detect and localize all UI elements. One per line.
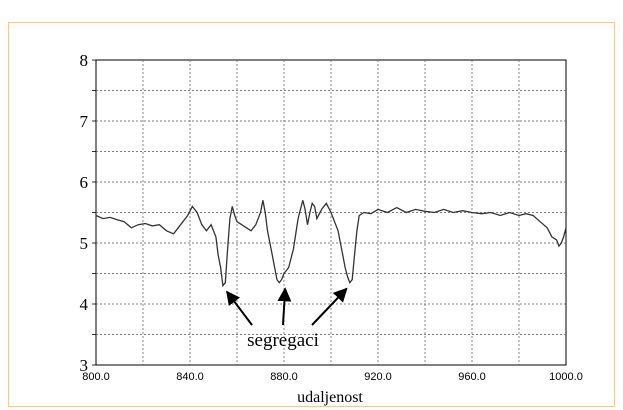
- x-tick-label: 880.0: [270, 371, 298, 383]
- x-axis-ticks: 800.0 840.0 880.0 920.0 960.0 1000.0: [82, 371, 583, 383]
- y-tick-label: 6: [80, 173, 89, 192]
- x-tick-label: 800.0: [82, 371, 110, 383]
- y-tick-label: 7: [80, 112, 89, 131]
- x-tick-label: 920.0: [364, 371, 392, 383]
- y-tick-label: 5: [80, 234, 89, 253]
- x-axis-label: udaljenost: [297, 389, 363, 406]
- y-tick-label: 4: [80, 295, 89, 314]
- x-tick-label: 840.0: [176, 371, 204, 383]
- x-tick-label: 1000.0: [549, 371, 583, 383]
- y-tick-label: 8: [80, 51, 89, 70]
- annotation-label: segregaci: [247, 330, 319, 351]
- x-tick-label: 960.0: [458, 371, 486, 383]
